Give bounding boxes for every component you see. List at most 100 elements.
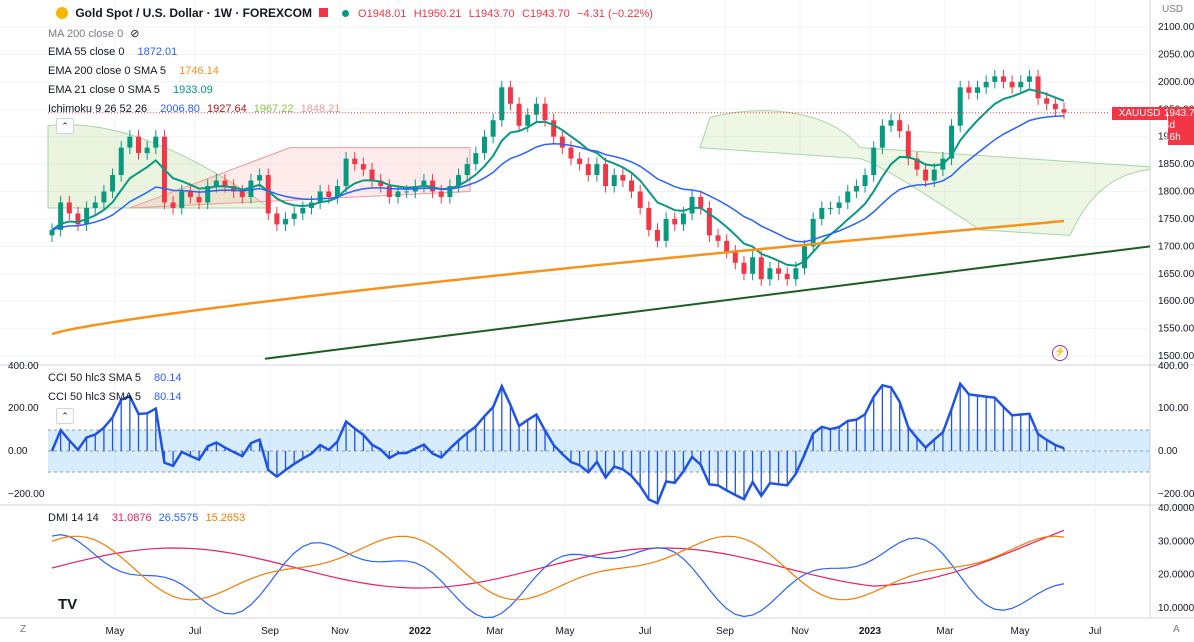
cci-line [50,381,1065,505]
last-price-tag: 1943.70 4d 16h [1164,107,1194,145]
candle-body [715,235,721,241]
currency-label[interactable]: USD [1162,4,1184,15]
candle-body [343,158,349,187]
cci-tick: 400.00 [8,361,39,372]
candle-body [499,87,505,121]
time-tick: Mar [486,626,504,637]
candle-body [300,207,306,214]
candle-body [222,180,228,187]
candle-body [58,202,64,230]
candle-body [879,125,885,148]
candle-body [611,175,617,187]
price-tick: 1800.00 [1158,187,1194,198]
auto-scale-button[interactable]: A [1173,624,1180,635]
cci2-legend[interactable]: CCI 50 hlc3 SMA 5 80.14 [48,391,186,403]
cci-pane [48,381,1150,505]
cci2-value: 80.14 [154,391,182,403]
candle-body [213,180,219,187]
time-tick: Nov [791,626,809,637]
dmi-legend[interactable]: DMI 14 14 31.0876 26.5575 15.2653 [48,512,249,524]
candle-body [888,120,894,126]
dmi-tick: 30.0000 [1158,536,1194,547]
ema200-line [51,219,1065,336]
candle-body [663,218,669,241]
candle-body [291,213,297,219]
ma200-legend[interactable]: MA 200 close 0 ⊘ [48,27,144,40]
candle-body [49,229,55,236]
candle-body [845,191,851,203]
candle-body [135,136,141,154]
ohlc-change: −4.31 (−0.22%) [577,8,653,20]
candle-body [205,186,211,203]
time-tick: Nov [331,626,349,637]
candle-body [352,158,358,165]
dmi-tick: 40.0000 [1158,503,1194,514]
candle-body [871,147,877,176]
candle-body [421,180,427,187]
candle-body [404,191,410,193]
time-tick: Jul [639,626,652,637]
ema200-legend[interactable]: EMA 200 close 0 SMA 5 1746.14 [48,65,223,77]
price-tick: 1750.00 [1158,214,1194,225]
candle-body [767,268,773,280]
candle-body [802,246,808,269]
dmi-pane [51,529,1065,619]
candle-body [525,114,531,126]
collapse-cci-button[interactable]: ⌃ [56,408,74,424]
candle-body [983,81,989,88]
tradingview-logo-icon: TV [58,596,78,613]
candle-body [603,164,609,187]
candle-body [706,207,712,236]
alert-bolt-icon[interactable]: ⚡ [1052,345,1068,361]
ma200-label: MA 200 close 0 [48,28,124,40]
candle-body [758,257,764,280]
dmi-adx-line [51,535,1065,601]
candle-body [551,120,557,137]
candle-body [784,273,790,280]
cci1-legend[interactable]: CCI 50 hlc3 SMA 5 80.14 [48,372,186,384]
ichimoku-legend[interactable]: Ichimoku 9 26 52 26 2006.80 1927.64 1967… [48,103,344,115]
cloud-red [129,147,471,209]
symbol-title[interactable]: Gold Spot / U.S. Dollar · 1W · FOREXCOM [75,6,313,20]
candle-body [66,202,72,214]
eye-hidden-icon[interactable]: ⊘ [130,28,140,40]
cci-tick: −200.00 [8,489,45,500]
ema55-legend[interactable]: EMA 55 close 0 1872.01 [48,46,181,58]
candle-body [793,268,799,280]
zoom-button[interactable]: Z [20,624,27,635]
candle-body [750,257,756,274]
candle-body [577,158,583,165]
symbol-price-tag: XAUUSD [1112,107,1167,120]
ichimoku-label: Ichimoku 9 26 52 26 [48,103,148,115]
candle-body [732,251,738,263]
candle-body [239,191,245,197]
candle-body [585,164,591,176]
ema21-label: EMA 21 close 0 SMA 5 [48,84,160,96]
ichimoku-value-1: 2006.80 [160,103,200,115]
candle-body [1061,109,1067,113]
candle-body [620,175,626,181]
candle-body [101,191,107,203]
candle-body [473,153,479,165]
candle-body [490,120,496,137]
candle-body [568,147,574,159]
ema21-legend[interactable]: EMA 21 close 0 SMA 5 1933.09 [48,84,217,96]
ema55-label: EMA 55 close 0 [48,46,125,58]
price-tick: 1500.00 [1158,351,1194,362]
cci2-label: CCI 50 hlc3 SMA 5 [48,391,141,403]
candle-body [456,175,462,187]
dmi-value-1: 31.0876 [111,512,152,524]
ohlc-close: C1943.70 [522,8,570,20]
candle-body [992,76,998,82]
candle-body [110,175,116,192]
candle-body [819,207,825,219]
ohlc-open: O1948.01 [358,8,407,20]
ichimoku-value-4: 1848.21 [300,103,341,115]
candle-body [957,87,963,126]
time-tick: Jul [189,626,202,637]
collapse-legend-button[interactable]: ⌃ [56,118,74,134]
candle-body [516,103,522,126]
flag-icon[interactable] [319,8,329,17]
time-tick: May [1011,626,1030,637]
